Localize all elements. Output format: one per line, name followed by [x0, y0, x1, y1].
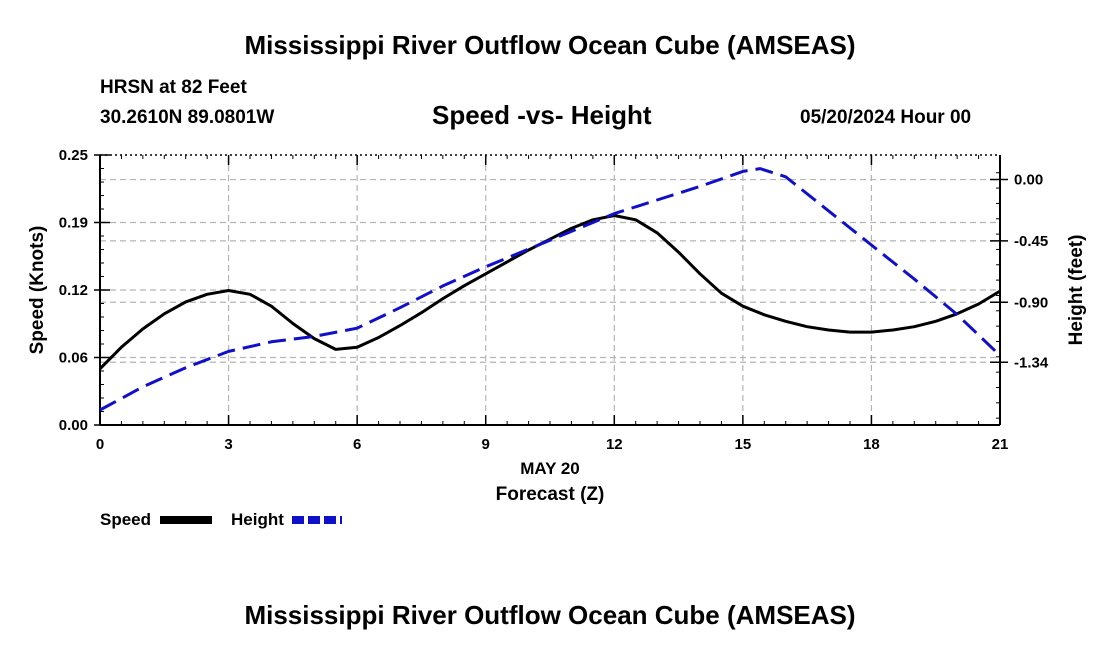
x-tick-label: 3 [224, 436, 232, 453]
y2-tick-label: -0.45 [1014, 233, 1048, 250]
x-axis-label: Forecast (Z) [496, 484, 605, 505]
labels-layer: 0 3 6 9 12 15 18 21 0.00 0.06 0.12 0.19 0.25 0.00 -0.4… [27, 147, 1087, 505]
y2-axis-label: Height (feet) [1066, 235, 1087, 346]
series-line-height [99, 167, 1002, 412]
x-tick-label: 6 [353, 436, 361, 453]
legend-label-speed: Speed [100, 510, 152, 529]
legend-label-height: Height [231, 510, 284, 529]
x-tick-label: 12 [606, 436, 623, 453]
x-tick-label: 21 [992, 436, 1009, 453]
y-axis-label: Speed (Knots) [27, 226, 48, 355]
legend-swatch-speed [160, 516, 212, 524]
series-layer [98, 167, 1002, 412]
y-tick-label: 0.19 [59, 215, 88, 232]
x-tick-label: 9 [482, 436, 490, 453]
station-label: HRSN at 82 Feet [100, 77, 247, 98]
y2-tick-label: 0.00 [1014, 172, 1043, 189]
axes-layer [94, 154, 1008, 426]
y2-tick-label: -0.90 [1014, 294, 1048, 311]
x-axis-date-label: MAY 20 [520, 459, 580, 478]
grid-layer [100, 155, 1000, 425]
chart-subtitle: Speed -vs- Height [432, 100, 652, 130]
x-tick-label: 15 [735, 436, 752, 453]
chart-title-top: Mississippi River Outflow Ocean Cube (AM… [244, 30, 856, 60]
y-tick-label: 0.12 [59, 282, 88, 299]
x-tick-label: 18 [863, 436, 880, 453]
location-label: 30.2610N 89.0801W [100, 107, 275, 128]
y-tick-label: 0.06 [59, 350, 88, 367]
y-tick-label: 0.25 [59, 147, 88, 164]
legend-swatch-height [292, 516, 342, 524]
y-tick-label: 0.00 [59, 417, 88, 434]
y2-tick-label: -1.34 [1014, 354, 1049, 371]
chart-title-bottom: Mississippi River Outflow Ocean Cube (AM… [244, 600, 856, 630]
datetime-label: 05/20/2024 Hour 00 [800, 107, 972, 128]
x-tick-label: 0 [96, 436, 104, 453]
